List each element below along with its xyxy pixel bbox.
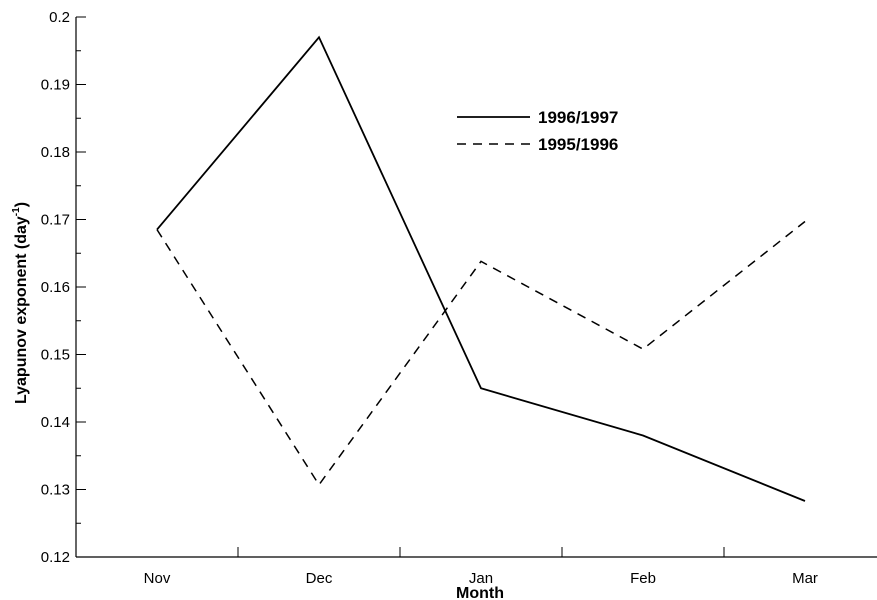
y-tick-label: 0.14 (41, 414, 70, 431)
y-axis-title: Lyapunov exponent (day-1) (11, 202, 30, 404)
y-tick-label: 0.17 (41, 212, 70, 229)
x-tick-label: Nov (144, 570, 171, 587)
y-tick-label: 0.13 (41, 482, 70, 499)
y-tick-label: 0.16 (41, 279, 70, 296)
y-ticks: 0.12 0.13 0.14 0.15 0.16 0.17 0.18 0.19 0.2 (41, 9, 86, 566)
legend-label-1995-1996: 1995/1996 (538, 135, 618, 154)
y-axis-title-close: ) (13, 202, 30, 207)
y-tick-label: 0.19 (41, 77, 70, 94)
x-axis-title: Month (456, 585, 504, 600)
y-tick-label: 0.15 (41, 347, 70, 364)
y-axis-title-sup: -1 (11, 207, 22, 216)
x-ticks: Nov Dec Jan Feb Mar (144, 547, 818, 587)
y-axis-title-main: Lyapunov exponent (day (13, 216, 30, 404)
series-line-1995-1996 (156, 220, 806, 487)
series-line-1996-1997 (156, 35, 806, 502)
axes (75, 17, 877, 558)
x-tick-label: Feb (630, 570, 656, 587)
y-tick-label: 0.2 (49, 9, 70, 26)
legend-label-1996-1997: 1996/1997 (538, 108, 618, 127)
x-tick-label: Mar (792, 570, 818, 587)
y-tick-label: 0.12 (41, 549, 70, 566)
y-tick-label: 0.18 (41, 144, 70, 161)
x-tick-label: Jan (469, 570, 493, 587)
x-tick-label: Dec (306, 570, 333, 587)
legend: 1996/1997 1995/1996 (457, 108, 618, 154)
series-group (156, 35, 806, 502)
